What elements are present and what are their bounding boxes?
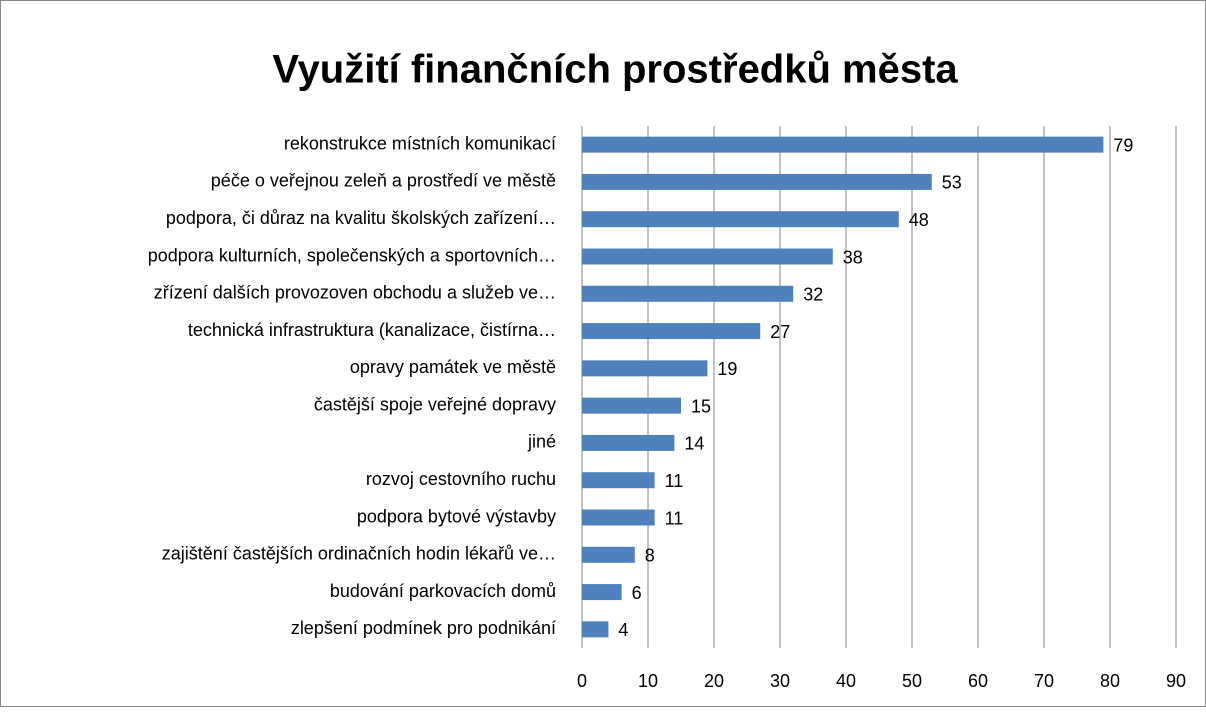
- value-label: 32: [803, 285, 823, 305]
- bar: [582, 211, 899, 228]
- bar: [582, 509, 655, 526]
- x-tick-label: 90: [1166, 671, 1186, 691]
- x-tick-label: 50: [902, 671, 922, 691]
- y-tick-label: péče o veřejnou zeleň a prostředí ve měs…: [211, 171, 556, 191]
- y-tick-label: jiné: [527, 432, 556, 452]
- y-tick-label: rekonstrukce místních komunikací: [284, 133, 556, 153]
- bar: [582, 173, 932, 190]
- y-tick-label: budování parkovacích domů: [330, 581, 556, 601]
- value-label: 11: [665, 471, 684, 491]
- bar: [582, 136, 1104, 153]
- x-tick-label: 20: [704, 671, 724, 691]
- value-label: 8: [645, 546, 655, 566]
- chart-title: Využití finančních prostředků města: [272, 48, 958, 92]
- y-tick-label: častější spoje veřejné dopravy: [314, 394, 556, 414]
- bar: [582, 397, 681, 414]
- value-label: 27: [770, 322, 790, 342]
- x-tick-label: 30: [770, 671, 790, 691]
- y-tick-label: technická infrastruktura (kanalizace, či…: [188, 320, 556, 340]
- bar: [582, 285, 794, 302]
- x-tick-label: 70: [1034, 671, 1054, 691]
- x-tick-label: 60: [968, 671, 988, 691]
- bar: [582, 323, 761, 340]
- y-tick-label: podpora bytové výstavby: [357, 506, 556, 526]
- y-tick-label: podpora kulturních, společenských a spor…: [148, 245, 556, 265]
- bar: [582, 621, 609, 638]
- y-tick-label: zlepšení podmínek pro podnikání: [291, 618, 556, 638]
- value-label: 15: [691, 396, 711, 416]
- y-tick-label: podpora, či důraz na kvalitu školských z…: [166, 208, 556, 228]
- value-label: 11: [665, 508, 684, 528]
- y-tick-label: zajištění častějších ordinačních hodin l…: [162, 544, 556, 564]
- x-tick-label: 80: [1100, 671, 1120, 691]
- value-label: 4: [618, 620, 628, 640]
- y-tick-label: rozvoj cestovního ruchu: [366, 469, 556, 489]
- bar: [582, 248, 833, 265]
- y-tick-label: opravy památek ve městě: [350, 357, 556, 377]
- x-tick-label: 0: [577, 671, 587, 691]
- value-label: 79: [1113, 135, 1133, 155]
- value-label: 48: [909, 210, 929, 230]
- value-label: 38: [843, 247, 863, 267]
- x-tick-label: 10: [638, 671, 658, 691]
- bar: [582, 472, 655, 489]
- x-tick-label: 40: [836, 671, 856, 691]
- bar: [582, 360, 708, 377]
- value-label: 6: [632, 583, 642, 603]
- value-label: 53: [942, 173, 962, 193]
- bar: [582, 434, 675, 451]
- bar: [582, 546, 635, 563]
- value-label: 14: [684, 434, 704, 454]
- y-tick-label: zřízení dalších provozoven obchodu a slu…: [154, 283, 556, 303]
- value-label: 19: [717, 359, 737, 379]
- bar: [582, 584, 622, 601]
